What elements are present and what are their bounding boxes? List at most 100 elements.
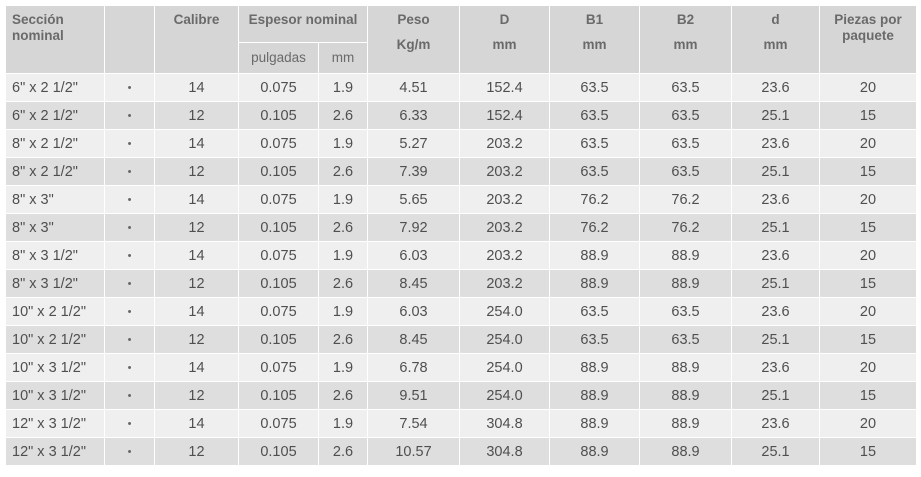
table-row: 10" x 2 1/2" • 14 0.075 1.9 6.03 254.0 63.5 63.5… — [5, 297, 917, 326]
table-header: Sección nominal Calibre Espesor nominal … — [5, 5, 917, 74]
cell-b1: 88.9 — [549, 241, 640, 270]
cell-calibre: 12 — [154, 101, 239, 130]
cell-pulgadas: 0.075 — [238, 241, 319, 270]
cell-mm: 2.6 — [318, 213, 368, 242]
cell-b2: 63.5 — [639, 157, 732, 186]
cell-mm: 1.9 — [318, 409, 368, 438]
cell-calibre: 14 — [154, 409, 239, 438]
cell-marker: • — [104, 129, 155, 158]
cell-d: 25.1 — [731, 437, 820, 466]
cell-marker: • — [104, 381, 155, 410]
table-body: 6" x 2 1/2" • 14 0.075 1.9 4.51 152.4 63.5 63.5 2… — [5, 73, 917, 466]
cell-piezas: 15 — [819, 381, 917, 410]
cell-b2: 63.5 — [639, 297, 732, 326]
cell-seccion: 6" x 2 1/2" — [5, 101, 105, 130]
cell-d: 23.6 — [731, 185, 820, 214]
cell-seccion: 10" x 3 1/2" — [5, 353, 105, 382]
cell-seccion: 8" x 2 1/2" — [5, 129, 105, 158]
cell-calibre: 14 — [154, 241, 239, 270]
table-row: 8" x 3 1/2" • 14 0.075 1.9 6.03 203.2 88.9 88.9 2… — [5, 241, 917, 270]
cell-peso: 7.39 — [367, 157, 460, 186]
cell-d: 23.6 — [731, 297, 820, 326]
cell-seccion: 6" x 2 1/2" — [5, 73, 105, 102]
cell-b2: 76.2 — [639, 213, 732, 242]
cell-peso: 10.57 — [367, 437, 460, 466]
header-peso-unit: Kg/m — [396, 37, 431, 52]
cell-marker: • — [104, 157, 155, 186]
cell-b2: 88.9 — [639, 409, 732, 438]
cell-piezas: 20 — [819, 353, 917, 382]
header-b2-label: B2 — [676, 12, 695, 27]
cell-piezas: 15 — [819, 101, 917, 130]
cell-piezas: 20 — [819, 185, 917, 214]
cell-seccion: 10" x 3 1/2" — [5, 381, 105, 410]
cell-d: 25.1 — [731, 381, 820, 410]
cell-b1: 63.5 — [549, 101, 640, 130]
cell-mm: 1.9 — [318, 129, 368, 158]
cell-mm: 2.6 — [318, 101, 368, 130]
cell-pulgadas: 0.075 — [238, 185, 319, 214]
cell-calibre: 14 — [154, 185, 239, 214]
header-calibre: Calibre — [154, 5, 239, 74]
cell-piezas: 20 — [819, 297, 917, 326]
cell-marker: • — [104, 73, 155, 102]
cell-seccion: 8" x 2 1/2" — [5, 157, 105, 186]
cell-d: 152.4 — [459, 73, 550, 102]
cell-d: 25.1 — [731, 269, 820, 298]
cell-mm: 1.9 — [318, 73, 368, 102]
cell-mm: 1.9 — [318, 241, 368, 270]
cell-seccion: 8" x 3 1/2" — [5, 241, 105, 270]
cell-piezas: 15 — [819, 213, 917, 242]
cell-b2: 63.5 — [639, 101, 732, 130]
cell-d: 203.2 — [459, 213, 550, 242]
table-row: 8" x 2 1/2" • 14 0.075 1.9 5.27 203.2 63.5 63.5 2… — [5, 129, 917, 158]
cell-d: 23.6 — [731, 73, 820, 102]
table-row: 8" x 2 1/2" • 12 0.105 2.6 7.39 203.2 63.5 63.5 2… — [5, 157, 917, 186]
cell-pulgadas: 0.105 — [238, 325, 319, 354]
cell-calibre: 14 — [154, 353, 239, 382]
cell-b2: 63.5 — [639, 129, 732, 158]
cell-seccion: 8" x 3" — [5, 213, 105, 242]
header-b1-label: B1 — [585, 12, 604, 27]
cell-calibre: 12 — [154, 437, 239, 466]
cell-calibre: 14 — [154, 297, 239, 326]
cell-b2: 63.5 — [639, 73, 732, 102]
cell-calibre: 12 — [154, 157, 239, 186]
cell-mm: 2.6 — [318, 437, 368, 466]
cell-pulgadas: 0.105 — [238, 157, 319, 186]
cell-b1: 88.9 — [549, 269, 640, 298]
cell-peso: 8.45 — [367, 325, 460, 354]
header-piezas: Piezas por paquete — [819, 5, 917, 74]
cell-b2: 63.5 — [639, 325, 732, 354]
cell-calibre: 12 — [154, 325, 239, 354]
cell-b1: 63.5 — [549, 73, 640, 102]
cell-piezas: 20 — [819, 241, 917, 270]
cell-mm: 2.6 — [318, 269, 368, 298]
table-row: 8" x 3" • 14 0.075 1.9 5.65 203.2 76.2 76.2 23.6 2… — [5, 185, 917, 214]
cell-b1: 63.5 — [549, 129, 640, 158]
cell-d: 203.2 — [459, 269, 550, 298]
cell-mm: 1.9 — [318, 353, 368, 382]
cell-b1: 63.5 — [549, 297, 640, 326]
cell-peso: 6.03 — [367, 241, 460, 270]
cell-piezas: 15 — [819, 325, 917, 354]
cell-d: 25.1 — [731, 101, 820, 130]
cell-marker: • — [104, 409, 155, 438]
cell-b2: 88.9 — [639, 437, 732, 466]
cell-d: 203.2 — [459, 157, 550, 186]
header-d-upper-unit: mm — [492, 37, 517, 52]
cell-d: 304.8 — [459, 437, 550, 466]
cell-b2: 76.2 — [639, 185, 732, 214]
cell-d: 23.6 — [731, 241, 820, 270]
table-row: 10" x 2 1/2" • 12 0.105 2.6 8.45 254.0 63.5 63.5… — [5, 325, 917, 354]
cell-calibre: 14 — [154, 129, 239, 158]
cell-peso: 6.33 — [367, 101, 460, 130]
cell-b1: 76.2 — [549, 213, 640, 242]
cell-pulgadas: 0.075 — [238, 409, 319, 438]
cell-pulgadas: 0.075 — [238, 297, 319, 326]
cell-peso: 6.03 — [367, 297, 460, 326]
cell-marker: • — [104, 269, 155, 298]
cell-b2: 88.9 — [639, 241, 732, 270]
cell-mm: 2.6 — [318, 381, 368, 410]
